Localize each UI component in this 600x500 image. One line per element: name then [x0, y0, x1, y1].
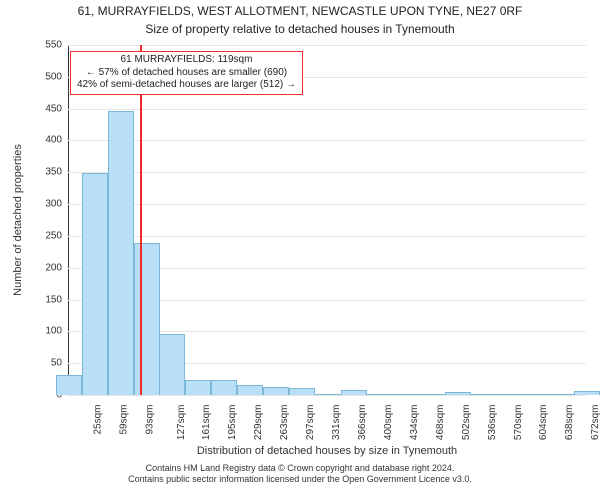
- x-tick-label: 263sqm: [279, 405, 290, 441]
- footer-line2: Contains public sector information licen…: [128, 474, 472, 485]
- histogram-bar: [471, 394, 497, 395]
- histogram-bar: [315, 394, 341, 395]
- x-tick-label: 25sqm: [93, 405, 104, 435]
- gridline: [68, 140, 586, 141]
- x-tick-label: 127sqm: [176, 405, 187, 441]
- y-tick-label: 250: [45, 230, 68, 241]
- footer-line1: Contains HM Land Registry data © Crown c…: [128, 463, 472, 474]
- histogram-bar: [393, 394, 419, 395]
- x-tick-label: 229sqm: [253, 405, 264, 441]
- x-tick-label: 161sqm: [202, 405, 213, 441]
- x-tick-label: 434sqm: [409, 405, 420, 441]
- histogram-bar: [445, 392, 471, 395]
- y-tick-label: 500: [45, 71, 68, 82]
- x-tick-label: 638sqm: [564, 405, 575, 441]
- page-title-line1: 61, MURRAYFIELDS, WEST ALLOTMENT, NEWCAS…: [78, 4, 523, 18]
- histogram-bar: [341, 390, 367, 395]
- gridline: [68, 204, 586, 205]
- x-tick-label: 672sqm: [590, 405, 600, 441]
- annotation-line: 42% of semi-detached houses are larger (…: [77, 79, 296, 92]
- y-tick-label: 150: [45, 294, 68, 305]
- y-tick-label: 300: [45, 199, 68, 210]
- x-tick-label: 331sqm: [331, 405, 342, 441]
- histogram-bar: [522, 394, 548, 395]
- histogram-bar: [367, 394, 393, 395]
- y-tick-label: 450: [45, 103, 68, 114]
- x-tick-label: 570sqm: [513, 405, 524, 441]
- histogram-bar: [159, 334, 185, 395]
- annotation-box: 61 MURRAYFIELDS: 119sqm← 57% of detached…: [70, 51, 303, 95]
- x-tick-label: 366sqm: [357, 405, 368, 441]
- histogram-bar: [548, 394, 574, 395]
- y-tick-label: 100: [45, 326, 68, 337]
- y-tick-label: 200: [45, 262, 68, 273]
- y-axis-label: Number of detached properties: [12, 144, 24, 296]
- histogram-bar: [496, 394, 522, 395]
- x-tick-label: 59sqm: [118, 405, 129, 435]
- gridline: [68, 172, 586, 173]
- gridline: [68, 45, 586, 46]
- x-tick-label: 536sqm: [487, 405, 498, 441]
- x-tick-label: 604sqm: [538, 405, 549, 441]
- x-tick-label: 93sqm: [144, 405, 155, 435]
- histogram-bar: [574, 391, 600, 395]
- histogram-bar: [185, 380, 211, 395]
- property-marker-line: [140, 45, 142, 395]
- histogram-bar: [82, 173, 108, 395]
- annotation-line: ← 57% of detached houses are smaller (69…: [77, 67, 296, 80]
- x-tick-label: 400sqm: [383, 405, 394, 441]
- annotation-line: 61 MURRAYFIELDS: 119sqm: [77, 54, 296, 67]
- histogram-bar: [108, 111, 134, 395]
- histogram-bar: [56, 375, 82, 395]
- gridline: [68, 395, 586, 396]
- x-tick-label: 468sqm: [435, 405, 446, 441]
- gridline: [68, 109, 586, 110]
- gridline: [68, 236, 586, 237]
- x-tick-label: 502sqm: [461, 405, 472, 441]
- x-tick-label: 195sqm: [227, 405, 238, 441]
- footer: Contains HM Land Registry data © Crown c…: [128, 463, 472, 486]
- histogram-bar: [263, 387, 289, 395]
- x-tick-label: 297sqm: [305, 405, 316, 441]
- histogram-bar: [237, 385, 263, 395]
- histogram-bar: [211, 380, 237, 395]
- x-axis-label: Distribution of detached houses by size …: [197, 445, 457, 457]
- y-tick-label: 50: [51, 358, 68, 369]
- histogram-bar: [289, 388, 315, 395]
- y-tick-label: 350: [45, 167, 68, 178]
- y-axis-line: [68, 45, 69, 395]
- y-tick-label: 550: [45, 40, 68, 51]
- y-tick-label: 400: [45, 135, 68, 146]
- page-title-line2: Size of property relative to detached ho…: [145, 22, 454, 36]
- histogram-chart: 05010015020025030035040045050055025sqm59…: [68, 45, 586, 395]
- histogram-bar: [419, 394, 445, 395]
- histogram-bar: [134, 243, 160, 395]
